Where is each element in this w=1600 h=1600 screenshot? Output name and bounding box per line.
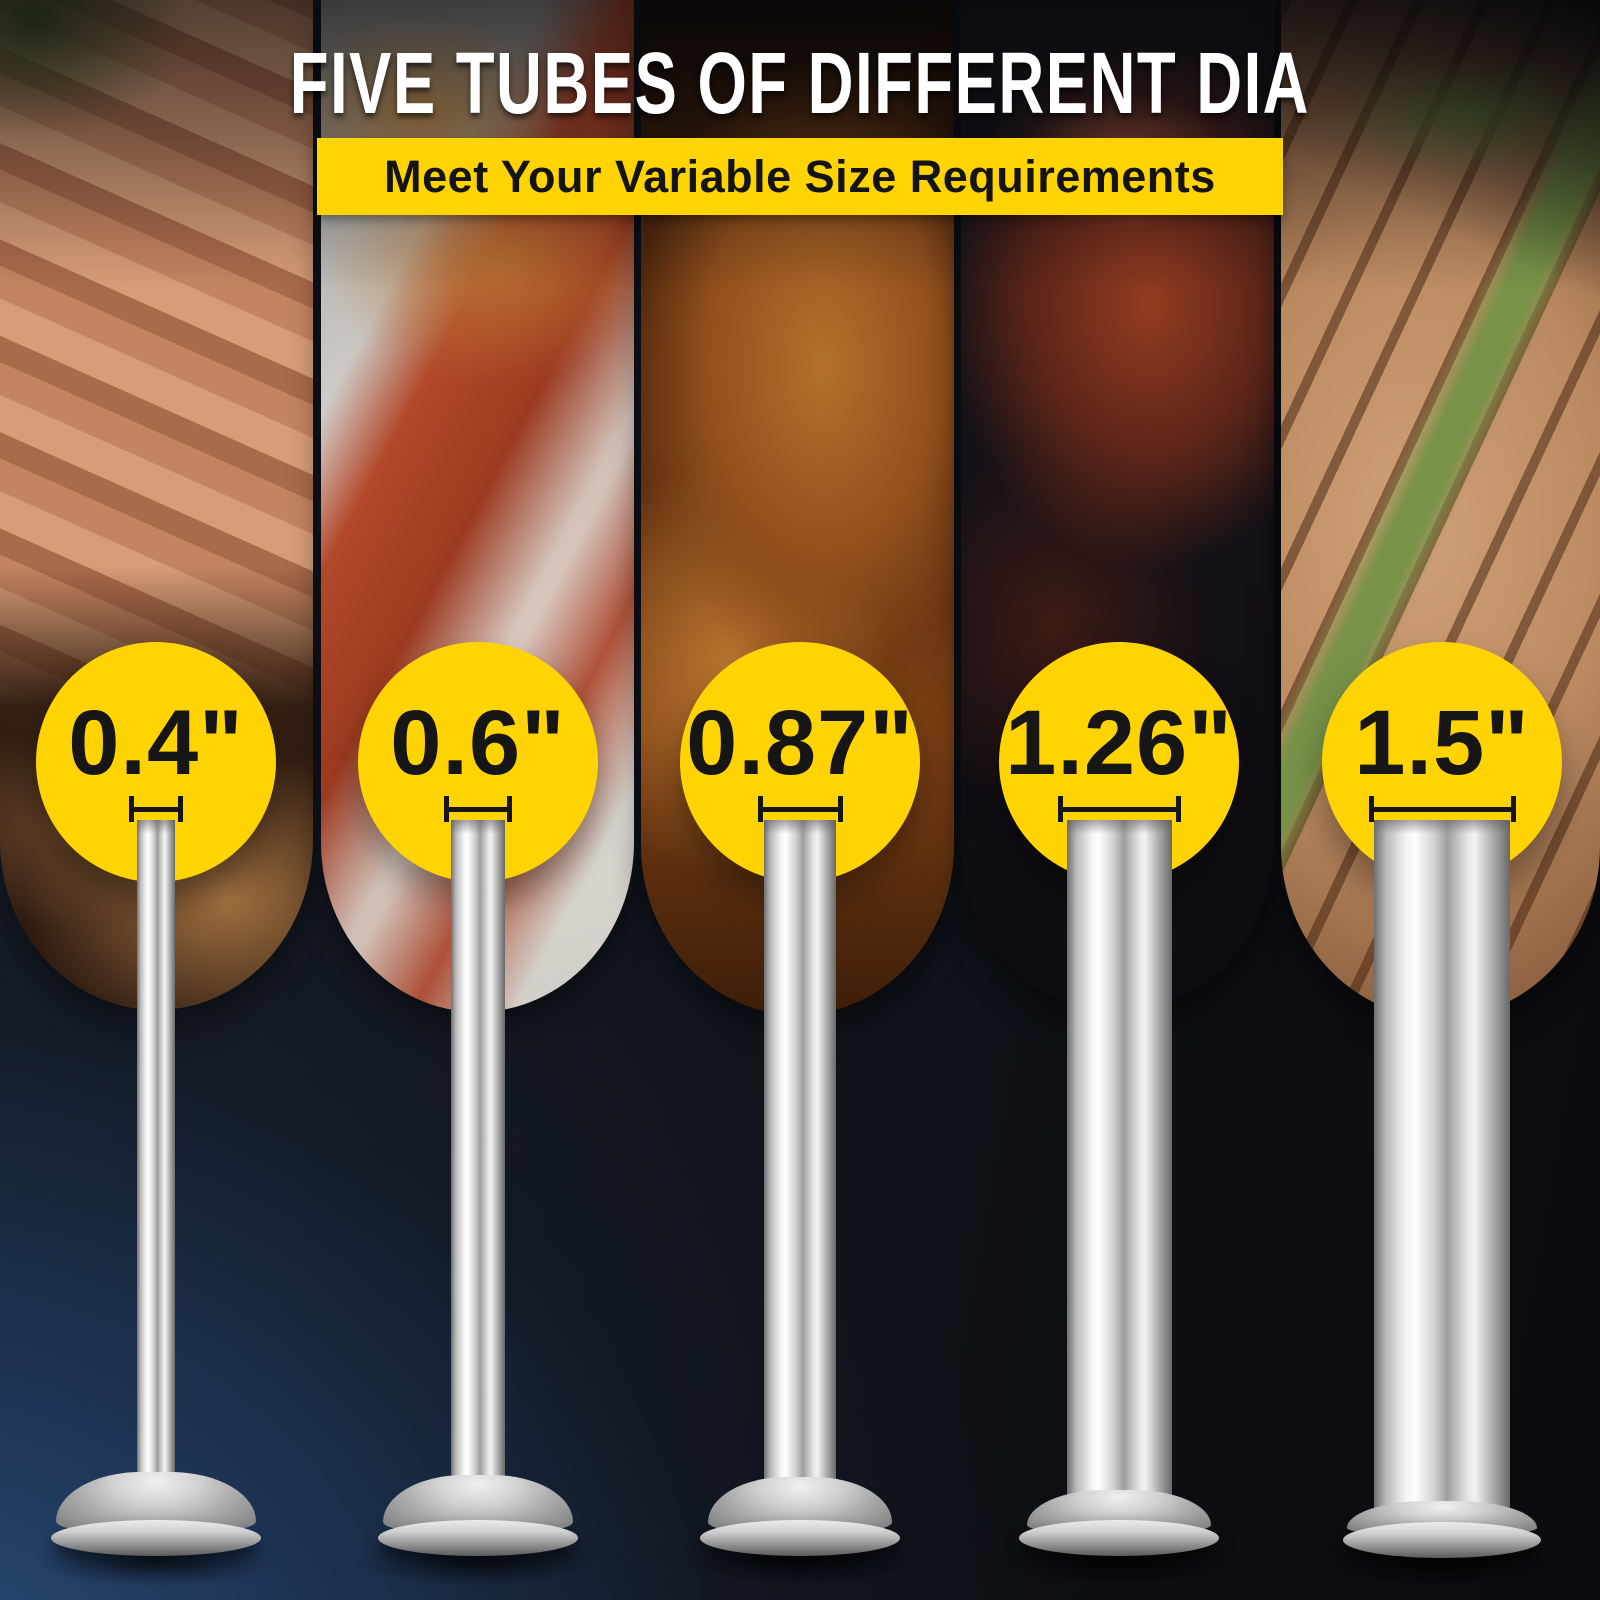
diameter-measure-icon xyxy=(444,796,512,823)
diameter-label: 0.87" xyxy=(686,691,914,794)
diameter-label: 1.26" xyxy=(1005,691,1233,794)
diameter-label: 0.4" xyxy=(68,691,244,794)
tube-base-rim xyxy=(700,1520,900,1556)
tube-shaft xyxy=(1067,820,1172,1502)
diameter-measure-icon xyxy=(757,796,843,823)
tube-shaft xyxy=(764,820,836,1489)
tube-base-rim xyxy=(51,1520,261,1556)
diameter-measure-icon xyxy=(1368,796,1516,823)
tube-base-rim xyxy=(1019,1520,1219,1556)
tube-shaft xyxy=(1374,820,1510,1515)
diameter-measure-icon xyxy=(1057,796,1181,823)
subtitle-banner: Meet Your Variable Size Requirements xyxy=(317,138,1283,215)
diameter-badge: 1.26" xyxy=(999,642,1239,882)
diameter-badge: 1.5" xyxy=(1322,642,1562,882)
tube-shaft xyxy=(451,820,505,1487)
tube-base-rim xyxy=(378,1520,578,1556)
tube-shaft xyxy=(137,820,175,1484)
diameter-label: 1.5" xyxy=(1354,691,1530,794)
tube-base-rim xyxy=(1343,1522,1541,1558)
page-title: FIVE TUBES OF DIFFERENT DIA xyxy=(0,40,1600,127)
page-title-text: FIVE TUBES OF DIFFERENT DIA xyxy=(289,35,1311,132)
diameter-label: 0.6" xyxy=(390,691,566,794)
diameter-measure-icon xyxy=(129,796,183,823)
subtitle-text: Meet Your Variable Size Requirements xyxy=(384,150,1216,202)
